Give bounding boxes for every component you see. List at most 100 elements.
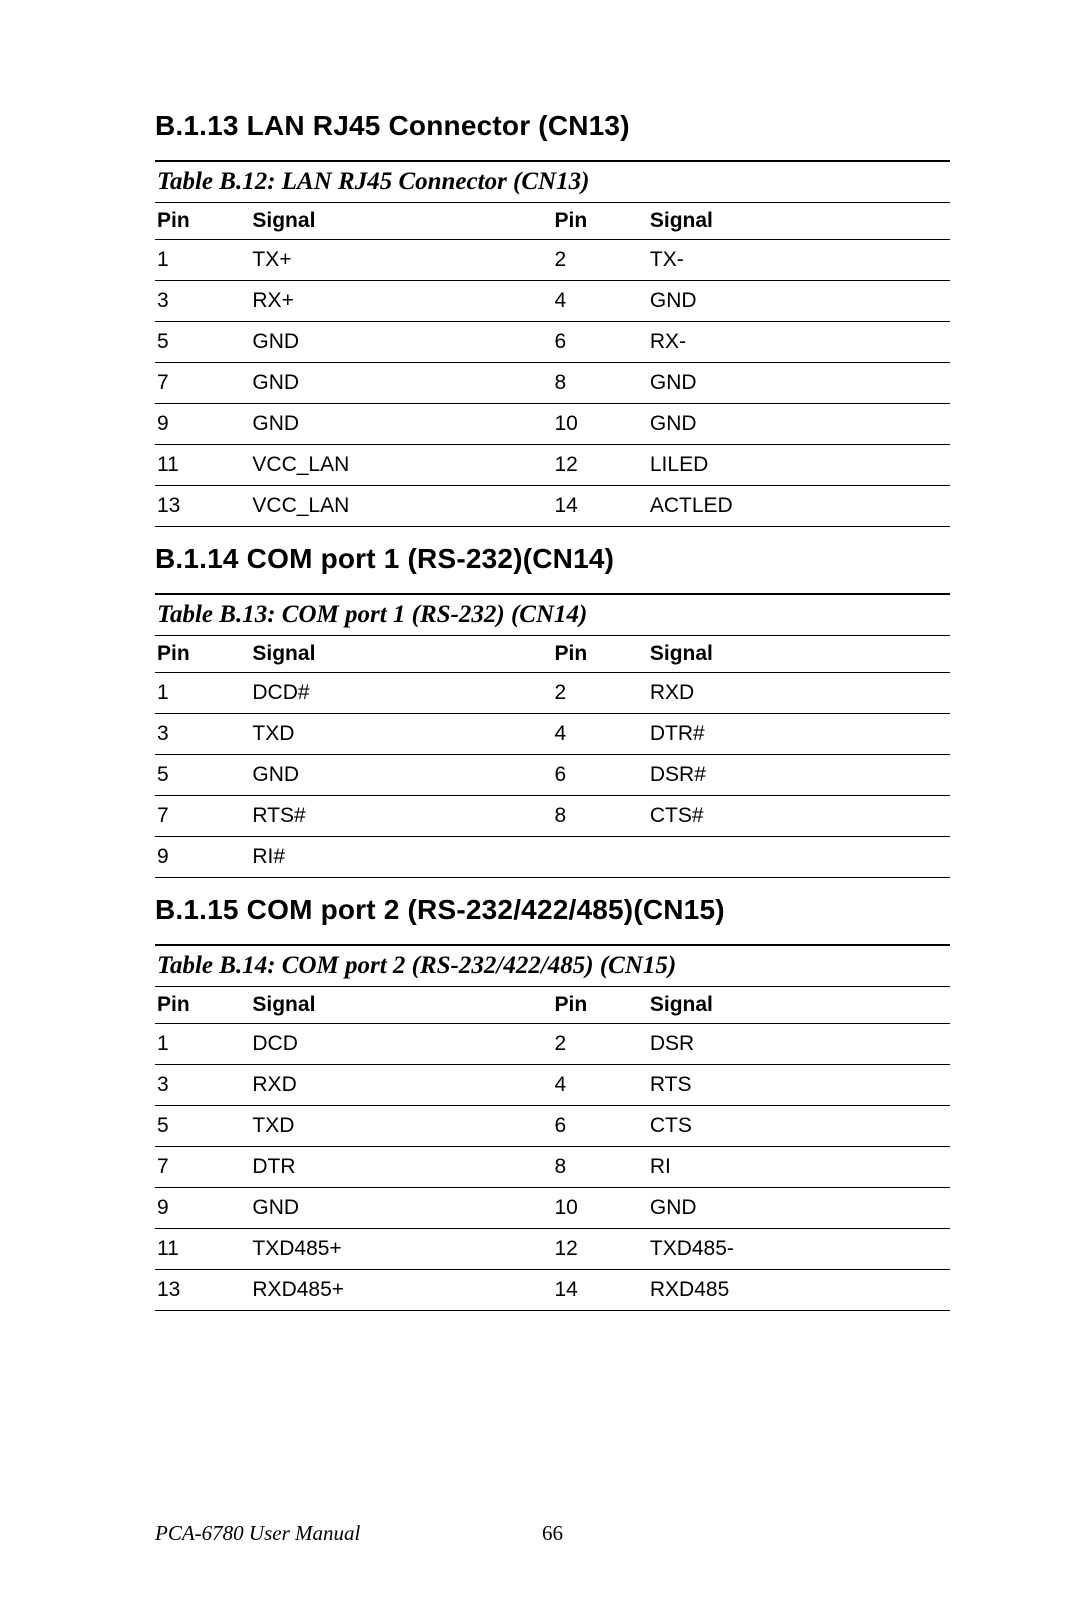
table-row: 3RX+4GND (155, 281, 950, 322)
col-header: Pin (552, 203, 647, 240)
table-cell: RTS (648, 1065, 950, 1106)
table-cell: RXD (250, 1065, 552, 1106)
table-header-row: Pin Signal Pin Signal (155, 987, 950, 1024)
table-cell: 10 (552, 1188, 647, 1229)
table-row: 9RI# (155, 837, 950, 878)
table-cell: GND (250, 363, 552, 404)
col-header: Pin (155, 987, 250, 1024)
document-page: B.1.13 LAN RJ45 Connector (CN13) Table B… (0, 0, 1080, 1618)
table-cell: 12 (552, 1229, 647, 1270)
table-cell: RXD485+ (250, 1270, 552, 1311)
table-cell: 7 (155, 796, 250, 837)
table-cell: 9 (155, 1188, 250, 1229)
table-cell (648, 837, 950, 878)
footer-page-number: 66 (542, 1521, 563, 1546)
table-cell: TXD485- (648, 1229, 950, 1270)
table-cell: 1 (155, 1024, 250, 1065)
table-cell: DCD# (250, 673, 552, 714)
section-heading: B.1.15 COM port 2 (RS-232/422/485)(CN15) (155, 894, 950, 926)
table-cell: DSR# (648, 755, 950, 796)
table-cell: 5 (155, 1106, 250, 1147)
table-cell: CTS (648, 1106, 950, 1147)
table-row: 13VCC_LAN14ACTLED (155, 486, 950, 527)
table-cell: TX+ (250, 240, 552, 281)
table-cell: 2 (552, 240, 647, 281)
table-row: 1DCD2DSR (155, 1024, 950, 1065)
table-cell: 3 (155, 714, 250, 755)
table-row: 5GND6DSR# (155, 755, 950, 796)
table-cell: 8 (552, 796, 647, 837)
table-cell: 14 (552, 1270, 647, 1311)
table-caption: Table B.14: COM port 2 (RS-232/422/485) … (155, 944, 950, 987)
table-cell: 1 (155, 673, 250, 714)
pinout-table: Pin Signal Pin Signal 1DCD#2RXD3TXD4DTR#… (155, 636, 950, 878)
section-heading: B.1.13 LAN RJ45 Connector (CN13) (155, 110, 950, 142)
table-row: 3RXD4RTS (155, 1065, 950, 1106)
table-cell: 13 (155, 1270, 250, 1311)
table-cell: RX+ (250, 281, 552, 322)
table-cell: TXD (250, 1106, 552, 1147)
table-row: 9GND10GND (155, 1188, 950, 1229)
table-row: 3TXD4DTR# (155, 714, 950, 755)
table-cell: ACTLED (648, 486, 950, 527)
table-cell: GND (250, 404, 552, 445)
table-row: 1TX+2TX- (155, 240, 950, 281)
table-cell: DSR (648, 1024, 950, 1065)
table-cell: 12 (552, 445, 647, 486)
pinout-table: Pin Signal Pin Signal 1DCD2DSR3RXD4RTS5T… (155, 987, 950, 1311)
col-header: Signal (250, 636, 552, 673)
page-footer: PCA-6780 User Manual 66 (155, 1521, 950, 1546)
table-cell: 6 (552, 1106, 647, 1147)
table-cell: 5 (155, 322, 250, 363)
table-caption: Table B.12: LAN RJ45 Connector (CN13) (155, 160, 950, 203)
table-cell: GND (250, 1188, 552, 1229)
table-header-row: Pin Signal Pin Signal (155, 203, 950, 240)
table-cell: 7 (155, 363, 250, 404)
table-cell: 11 (155, 445, 250, 486)
table-cell: CTS# (648, 796, 950, 837)
col-header: Signal (250, 987, 552, 1024)
table-body: 1TX+2TX-3RX+4GND5GND6RX-7GND8GND9GND10GN… (155, 240, 950, 527)
table-cell: DCD (250, 1024, 552, 1065)
table-row: 11TXD485+12TXD485- (155, 1229, 950, 1270)
table-cell: VCC_LAN (250, 445, 552, 486)
table-cell: TXD485+ (250, 1229, 552, 1270)
table-row: 5GND6RX- (155, 322, 950, 363)
col-header: Signal (648, 203, 950, 240)
table-cell: RI# (250, 837, 552, 878)
table-row: 9GND10GND (155, 404, 950, 445)
table-caption: Table B.13: COM port 1 (RS-232) (CN14) (155, 593, 950, 636)
table-cell: GND (648, 1188, 950, 1229)
table-cell: RX- (648, 322, 950, 363)
table-cell: VCC_LAN (250, 486, 552, 527)
table-cell (552, 837, 647, 878)
table-cell: 9 (155, 404, 250, 445)
table-row: 7DTR8RI (155, 1147, 950, 1188)
table-cell: 13 (155, 486, 250, 527)
table-cell: 8 (552, 363, 647, 404)
table-cell: 8 (552, 1147, 647, 1188)
table-cell: 4 (552, 281, 647, 322)
table-cell: RI (648, 1147, 950, 1188)
col-header: Pin (552, 987, 647, 1024)
table-row: 7RTS#8CTS# (155, 796, 950, 837)
table-row: 5TXD6CTS (155, 1106, 950, 1147)
col-header: Signal (648, 987, 950, 1024)
table-cell: DTR# (648, 714, 950, 755)
table-header-row: Pin Signal Pin Signal (155, 636, 950, 673)
table-cell: 5 (155, 755, 250, 796)
table-body: 1DCD#2RXD3TXD4DTR#5GND6DSR#7RTS#8CTS#9RI… (155, 673, 950, 878)
table-cell: 9 (155, 837, 250, 878)
col-header: Pin (155, 636, 250, 673)
table-cell: GND (648, 404, 950, 445)
table-cell: GND (250, 755, 552, 796)
table-cell: GND (648, 281, 950, 322)
section-heading: B.1.14 COM port 1 (RS-232)(CN14) (155, 543, 950, 575)
table-cell: 1 (155, 240, 250, 281)
table-cell: GND (648, 363, 950, 404)
table-cell: GND (250, 322, 552, 363)
table-row: 11VCC_LAN12LILED (155, 445, 950, 486)
col-header: Signal (250, 203, 552, 240)
table-cell: 11 (155, 1229, 250, 1270)
table-cell: LILED (648, 445, 950, 486)
